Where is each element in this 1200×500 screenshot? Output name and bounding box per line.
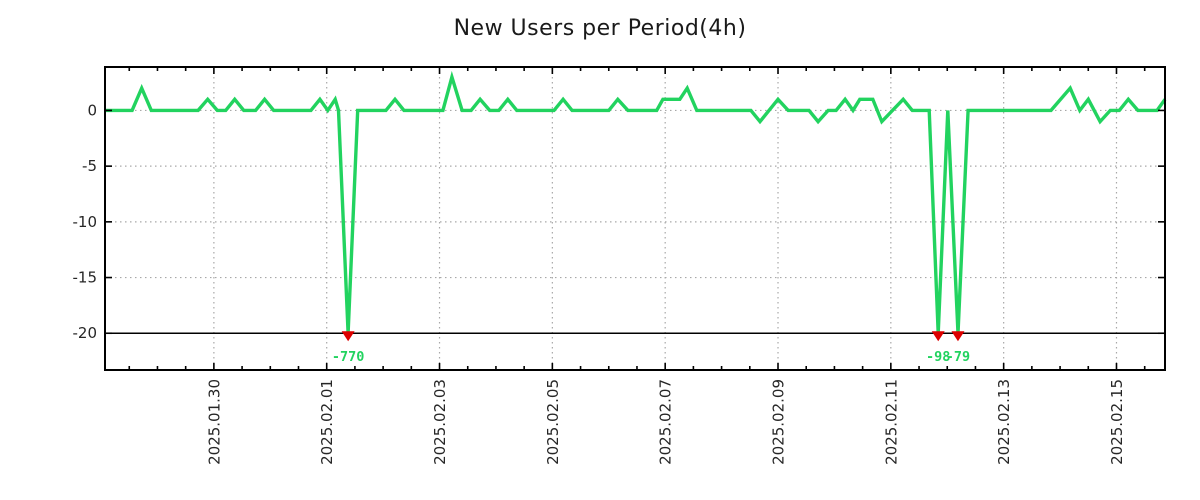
y-tick-label: -20 [73,324,98,342]
x-tick-label: 2025.02.03 [431,379,449,465]
x-tick-label: 2025.02.05 [544,379,562,465]
clip-marker-triangle [951,331,965,342]
y-tick-label: 0 [87,101,97,119]
x-tick-label: 2025.02.01 [318,379,336,465]
x-tick-label: 2025.01.30 [205,379,223,465]
y-tick-label: -5 [82,157,97,175]
clip-marker-triangle [931,331,945,342]
y-tick-label: -10 [73,213,98,231]
x-tick-label: 2025.02.15 [1108,379,1126,465]
x-tick-label: 2025.02.07 [657,379,675,465]
chart-title: New Users per Period(4h) [453,16,747,41]
clip-value-label: -770 [332,349,365,365]
x-tick-label: 2025.02.13 [995,379,1013,465]
clip-marker-triangle [341,331,355,342]
data-series-line [105,70,1167,334]
x-tick-label: 2025.02.11 [882,379,900,465]
plot-border [104,66,1166,371]
clip-value-label: -79 [946,349,970,365]
x-tick-label: 2025.02.09 [770,379,788,465]
y-tick-label: -15 [73,269,98,287]
clip-value-label: -98 [926,349,950,365]
